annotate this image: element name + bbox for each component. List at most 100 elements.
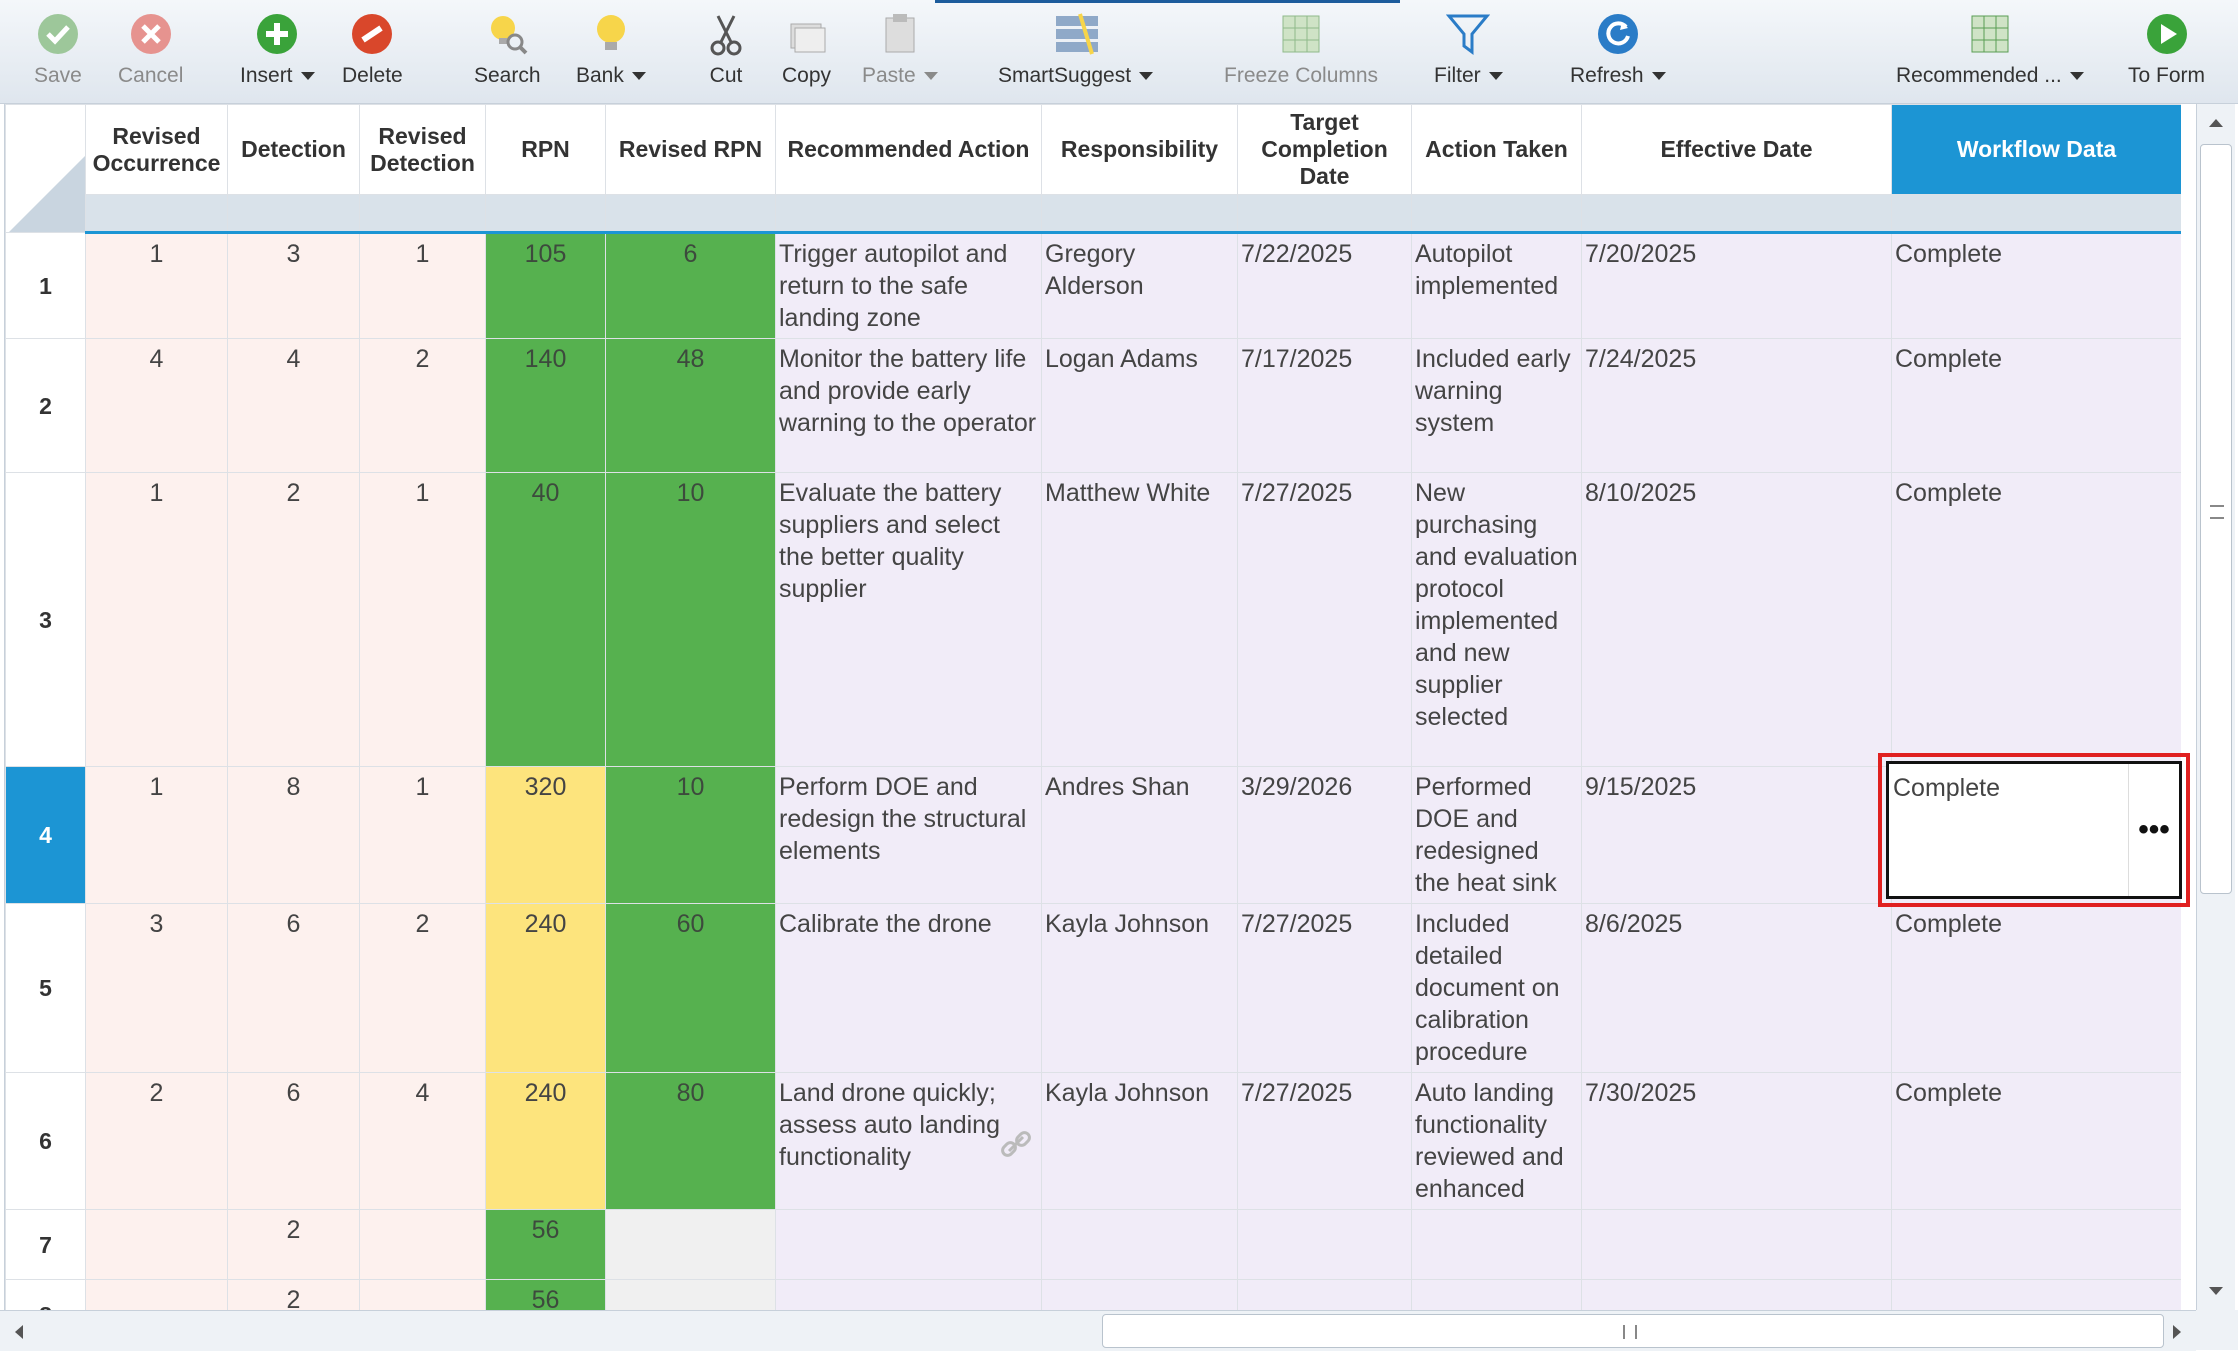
col-effective-date[interactable]: Effective Date (1581, 104, 1892, 195)
cell-revised-rpn[interactable]: 60 (605, 903, 776, 1073)
scroll-down-icon[interactable] (2203, 1278, 2229, 1304)
cell-detection[interactable]: 6 (227, 1072, 360, 1210)
cell-action-taken[interactable]: Included detailed document on calibratio… (1411, 903, 1582, 1073)
row-number[interactable]: 7 (5, 1209, 86, 1280)
cell-target-date[interactable]: 7/17/2025 (1237, 338, 1412, 473)
cell-detection[interactable]: 2 (227, 472, 360, 767)
cell-effective-date[interactable]: 8/6/2025 (1581, 903, 1892, 1073)
scroll-left-icon[interactable] (6, 1319, 32, 1345)
horizontal-scrollbar[interactable] (0, 1310, 2196, 1351)
cell-recommended-action[interactable]: Land drone quickly; assess auto landing … (775, 1072, 1042, 1210)
table-row[interactable]: 4 1 8 1 320 10 Perform DOE and redesign … (5, 766, 2181, 904)
col-target-completion-date[interactable]: Target Completion Date (1237, 104, 1412, 195)
selected-cell-value[interactable]: Complete (1893, 774, 2000, 802)
cell-action-taken[interactable] (1411, 1209, 1582, 1280)
cell-workflow-data[interactable]: Complete (1891, 472, 2181, 767)
scroll-right-icon[interactable] (2164, 1319, 2190, 1345)
cell-recommended-action[interactable] (775, 1209, 1042, 1280)
cell-revised-detection[interactable]: 1 (359, 472, 486, 767)
cell-responsibility[interactable] (1041, 1279, 1238, 1310)
table-row[interactable]: 5 3 6 2 240 60 Calibrate the drone Kayla… (5, 903, 2181, 1073)
paste-button[interactable]: Paste (862, 12, 938, 88)
col-recommended-action[interactable]: Recommended Action (775, 104, 1042, 195)
cell-revised-detection[interactable]: 1 (359, 232, 486, 339)
cell-revised-rpn[interactable]: 80 (605, 1072, 776, 1210)
cell-effective-date[interactable] (1581, 1209, 1892, 1280)
cell-recommended-action[interactable] (775, 1279, 1042, 1310)
row-number[interactable]: 4 (5, 766, 86, 904)
cell-revised-rpn[interactable] (605, 1209, 776, 1280)
cell-workflow-data[interactable] (1891, 1279, 2181, 1310)
scroll-up-icon[interactable] (2203, 110, 2229, 136)
cell-effective-date[interactable]: 8/10/2025 (1581, 472, 1892, 767)
cell-responsibility[interactable]: Andres Shan (1041, 766, 1238, 904)
cell-workflow-data[interactable]: Complete (1891, 338, 2181, 473)
table-row[interactable]: 6 2 6 4 240 80 Land drone quickly; asses… (5, 1072, 2181, 1210)
col-rpn[interactable]: RPN (485, 104, 606, 195)
cell-revised-rpn[interactable]: 10 (605, 766, 776, 904)
cell-effective-date[interactable]: 7/30/2025 (1581, 1072, 1892, 1210)
cell-detection[interactable]: 4 (227, 338, 360, 473)
cell-revised-occurrence[interactable]: 2 (85, 1072, 228, 1210)
row-number[interactable]: 1 (5, 232, 86, 339)
cell-revised-rpn[interactable]: 6 (605, 232, 776, 339)
cell-detection[interactable]: 6 (227, 903, 360, 1073)
cell-workflow-data[interactable]: Complete (1891, 903, 2181, 1073)
cell-responsibility[interactable]: Gregory Alderson (1041, 232, 1238, 339)
recommended-button[interactable]: Recommended ... (1896, 12, 2084, 88)
cell-responsibility[interactable]: Matthew White (1041, 472, 1238, 767)
cell-target-date[interactable] (1237, 1209, 1412, 1280)
refresh-button[interactable]: Refresh (1570, 12, 1666, 88)
col-revised-detection[interactable]: Revised Detection (359, 104, 486, 195)
cell-action-taken[interactable]: Included early warning system (1411, 338, 1582, 473)
smartsuggest-button[interactable]: SmartSuggest (998, 12, 1154, 88)
cell-revised-occurrence[interactable]: 1 (85, 472, 228, 767)
cell-detection[interactable]: 3 (227, 232, 360, 339)
col-detection[interactable]: Detection (227, 104, 360, 195)
cell-revised-detection[interactable] (359, 1279, 486, 1310)
cell-detection[interactable]: 2 (227, 1209, 360, 1280)
cell-target-date[interactable]: 7/27/2025 (1237, 472, 1412, 767)
cell-rpn[interactable]: 56 (485, 1279, 606, 1310)
cell-action-taken[interactable]: Autopilot implemented (1411, 232, 1582, 339)
vertical-scrollbar[interactable] (2196, 104, 2235, 1310)
freeze-columns-button[interactable]: Freeze Columns (1224, 12, 1378, 88)
cell-target-date[interactable]: 7/27/2025 (1237, 1072, 1412, 1210)
cell-effective-date[interactable]: 7/24/2025 (1581, 338, 1892, 473)
insert-button[interactable]: Insert (240, 12, 315, 88)
cell-revised-detection[interactable]: 2 (359, 338, 486, 473)
delete-button[interactable]: Delete (342, 12, 403, 88)
cell-rpn[interactable]: 240 (485, 1072, 606, 1210)
more-options-button[interactable]: ••• (2128, 764, 2179, 896)
cell-detection[interactable]: 8 (227, 766, 360, 904)
cell-rpn[interactable]: 240 (485, 903, 606, 1073)
selected-cell-editor[interactable]: Complete ••• (1878, 753, 2190, 907)
col-revised-occurrence[interactable]: Revised Occurrence (85, 104, 228, 195)
save-button[interactable]: Save (34, 12, 82, 88)
cell-effective-date[interactable]: 9/15/2025 (1581, 766, 1892, 904)
horizontal-scroll-thumb[interactable] (1102, 1314, 2164, 1348)
row-number[interactable]: 8 (5, 1279, 86, 1310)
cell-recommended-action[interactable]: Perform DOE and redesign the structural … (775, 766, 1042, 904)
cell-workflow-data[interactable] (1891, 1209, 2181, 1280)
row-number[interactable]: 6 (5, 1072, 86, 1210)
cell-action-taken[interactable] (1411, 1279, 1582, 1310)
cell-revised-rpn[interactable]: 48 (605, 338, 776, 473)
cell-revised-detection[interactable]: 4 (359, 1072, 486, 1210)
cell-revised-occurrence[interactable]: 3 (85, 903, 228, 1073)
col-revised-rpn[interactable]: Revised RPN (605, 104, 776, 195)
cell-revised-detection[interactable]: 1 (359, 766, 486, 904)
cell-rpn[interactable]: 105 (485, 232, 606, 339)
cell-recommended-action[interactable]: Evaluate the battery suppliers and selec… (775, 472, 1042, 767)
cell-rpn[interactable]: 320 (485, 766, 606, 904)
cut-button[interactable]: Cut (704, 12, 748, 88)
col-responsibility[interactable]: Responsibility (1041, 104, 1238, 195)
cell-revised-occurrence[interactable]: 1 (85, 232, 228, 339)
link-icon[interactable] (999, 1127, 1033, 1169)
col-action-taken[interactable]: Action Taken (1411, 104, 1582, 195)
cell-rpn[interactable]: 56 (485, 1209, 606, 1280)
cell-revised-detection[interactable]: 2 (359, 903, 486, 1073)
cell-workflow-data[interactable]: Complete (1891, 1072, 2181, 1210)
cell-action-taken[interactable]: Performed DOE and redesigned the heat si… (1411, 766, 1582, 904)
cancel-button[interactable]: Cancel (118, 12, 183, 88)
